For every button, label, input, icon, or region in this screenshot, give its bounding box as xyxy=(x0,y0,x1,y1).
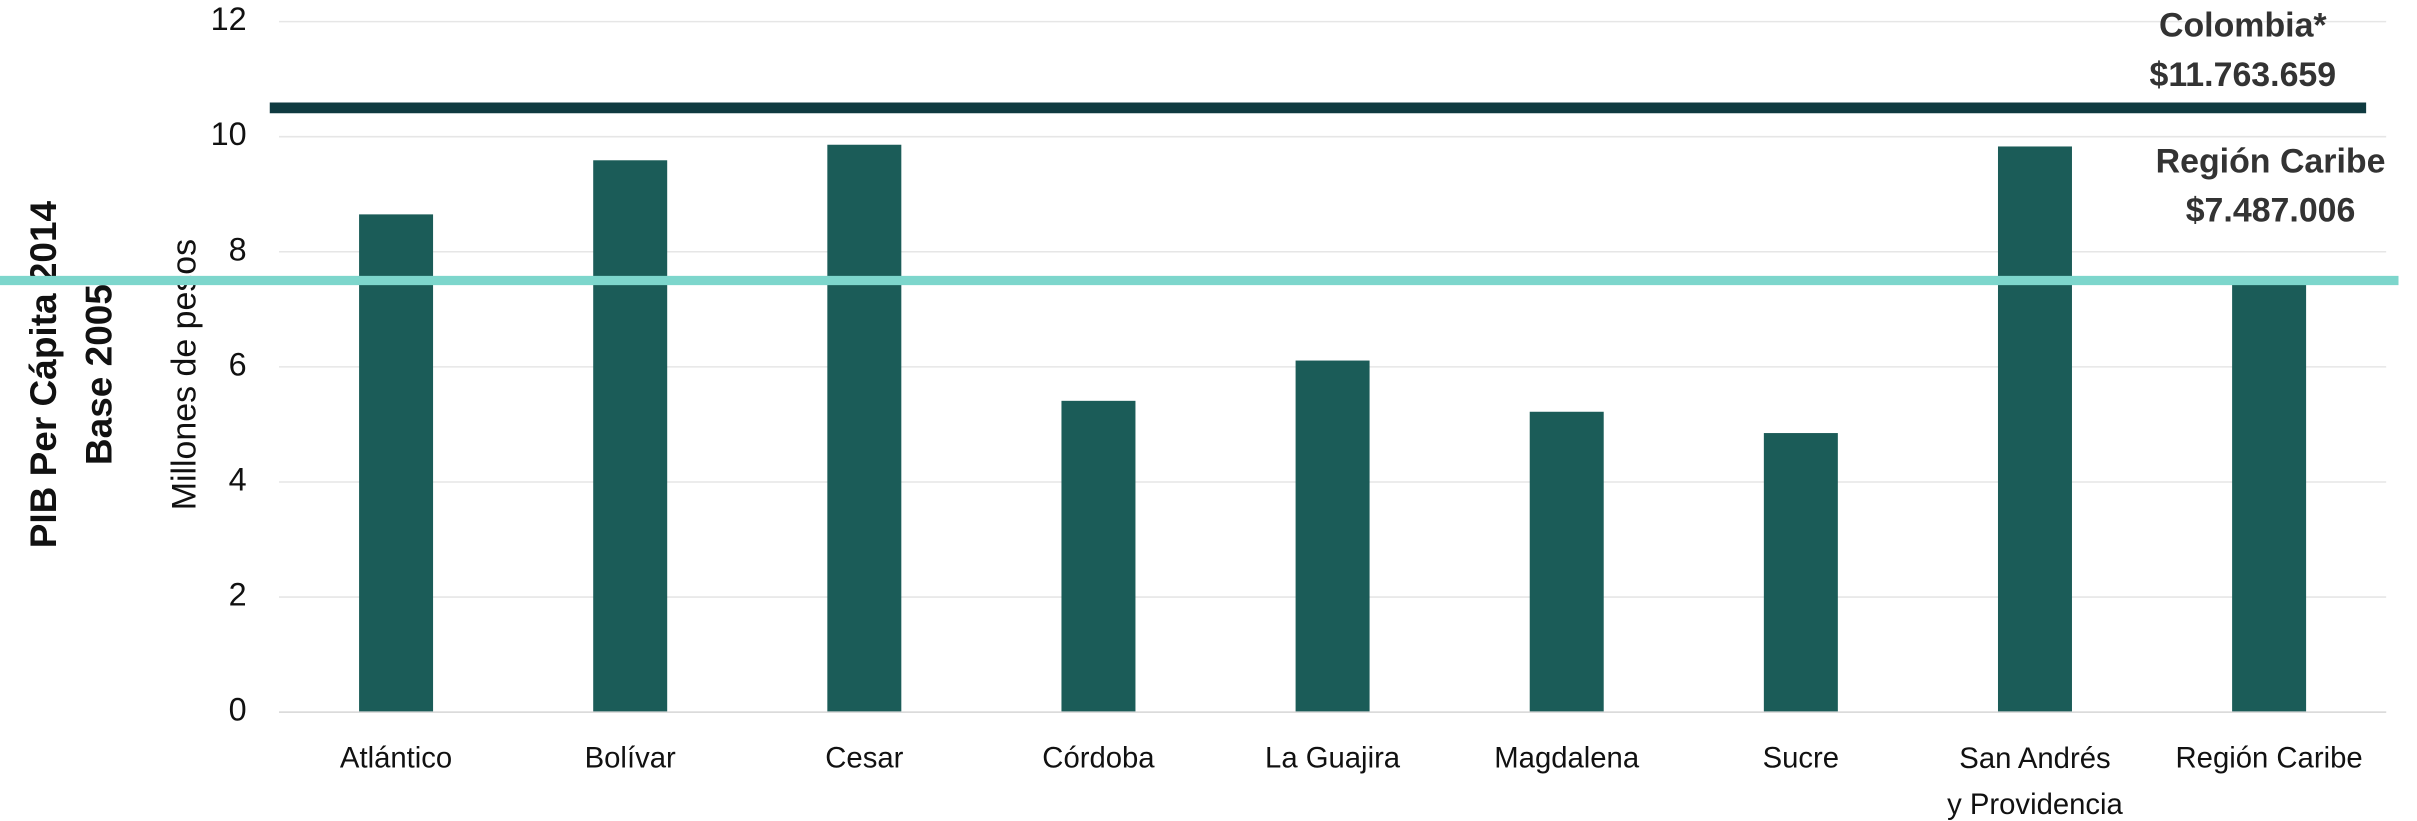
y-tick-label: 10 xyxy=(211,116,247,152)
bar xyxy=(359,214,434,713)
y-tick-label: 6 xyxy=(229,346,247,382)
bar xyxy=(593,160,668,713)
bar xyxy=(1061,400,1136,713)
bar xyxy=(1763,433,1838,713)
y-tick-label: 12 xyxy=(211,1,247,37)
bar xyxy=(827,144,902,713)
reference-label: $11.763.659 xyxy=(2149,56,2336,94)
reference-label: Región Caribe xyxy=(2156,142,2386,180)
side-title-line: Base 2005 xyxy=(79,284,120,465)
x-tick-label: Magdalena xyxy=(1494,742,1640,775)
x-tick-label: Cesar xyxy=(825,742,903,775)
bar xyxy=(2232,281,2307,713)
x-tick-label: Atlántico xyxy=(340,742,452,775)
y-tick-label: 4 xyxy=(229,462,247,498)
x-tick-label: Bolívar xyxy=(585,742,676,775)
x-tick-label: San Andrés y Providencia xyxy=(1947,742,2123,821)
side-title-line: PIB Per Cápita 2014 xyxy=(23,200,64,548)
bar xyxy=(1997,146,2072,713)
reference-label: $7.487.006 xyxy=(2186,192,2356,230)
x-tick-label: Sucre xyxy=(1763,742,1839,775)
x-tick-label: Región Caribe xyxy=(2176,742,2363,775)
reference-label: Colombia* xyxy=(2159,7,2327,45)
y-tick-label: 0 xyxy=(229,692,247,728)
y-tick-label: 2 xyxy=(229,577,247,613)
y-tick-label: 8 xyxy=(229,231,247,267)
x-tick-label: La Guajira xyxy=(1265,742,1401,775)
bar xyxy=(1295,360,1370,713)
bar xyxy=(1529,411,1604,713)
x-tick-label: Córdoba xyxy=(1042,742,1155,775)
side-title: PIB Per Cápita 2014 Base 2005 xyxy=(23,200,119,548)
